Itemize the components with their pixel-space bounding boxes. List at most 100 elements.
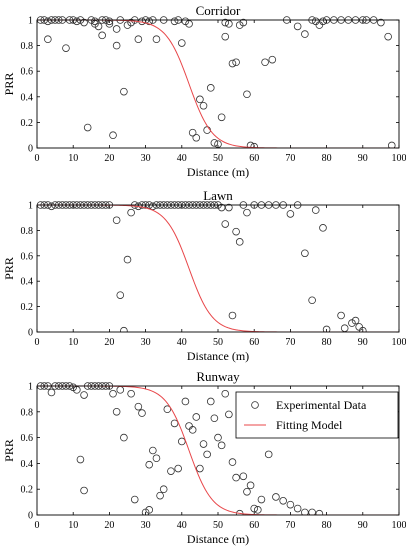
data-point: [301, 508, 309, 515]
data-point: [221, 389, 230, 398]
data-point: [221, 32, 230, 41]
data-point: [319, 224, 327, 232]
data-point: [170, 17, 179, 26]
axes-frame: [36, 19, 400, 149]
data-point: [192, 133, 201, 142]
data-point: [217, 113, 226, 122]
data-point: [73, 17, 81, 26]
data-point: [120, 326, 128, 332]
x-tick-label: 40: [177, 337, 187, 348]
x-tick-label: 70: [285, 520, 295, 531]
x-tick-label: 50: [213, 337, 223, 348]
data-point: [228, 59, 237, 68]
legend: Experimental Data Fitting Model: [235, 391, 399, 439]
y-tick-label: 0.6: [21, 251, 34, 262]
data-point: [286, 500, 295, 509]
chart-panel-corridor: Corridor 0 10 20 30 40 50 60 70 80 90 100 0 0.2 0.4 0.6…: [2, 3, 406, 179]
data-point: [384, 32, 392, 41]
data-point: [127, 208, 135, 217]
data-point: [355, 323, 363, 331]
y-tick-label: 0: [28, 328, 33, 339]
data-point: [210, 414, 219, 423]
data-point: [217, 441, 226, 450]
data-point: [279, 497, 287, 505]
data-point: [203, 450, 211, 459]
x-axis-label: Distance (m): [187, 165, 249, 179]
x-tick-label: 90: [358, 153, 368, 164]
data-point: [387, 141, 396, 148]
data-point: [228, 311, 237, 320]
x-tick-label: 70: [285, 337, 295, 348]
x-tick-label: 10: [68, 337, 78, 348]
x-tick-label: 80: [322, 337, 332, 348]
data-point: [199, 101, 208, 110]
data-point: [235, 238, 244, 246]
y-tick-label: 0.2: [21, 302, 34, 313]
x-tick-label: 100: [392, 153, 406, 164]
data-point: [315, 509, 324, 515]
data-point: [47, 388, 56, 397]
chart-title: Runway: [196, 369, 240, 384]
data-point: [134, 402, 143, 411]
data-point: [178, 437, 186, 446]
data-point: [225, 410, 233, 419]
x-tick-label: 40: [177, 520, 187, 531]
data-point: [232, 58, 240, 67]
x-tick-label: 50: [213, 520, 223, 531]
data-point: [91, 17, 99, 26]
chart-title: Corridor: [196, 3, 241, 18]
data-point: [188, 426, 197, 434]
data-point: [340, 324, 349, 332]
data-point: [308, 508, 316, 515]
y-tick-label: 0.6: [21, 67, 34, 78]
data-point: [105, 17, 114, 26]
data-point: [44, 35, 52, 43]
x-tick-label: 30: [141, 337, 151, 348]
data-point: [112, 25, 121, 33]
x-tick-label: 60: [249, 520, 259, 531]
data-point: [225, 203, 233, 212]
data-point: [76, 455, 85, 464]
data-point: [112, 41, 121, 50]
data-point: [337, 311, 345, 320]
y-tick-label: 1: [28, 201, 33, 212]
data-point: [159, 485, 168, 494]
data-point: [319, 17, 327, 26]
data-point: [257, 495, 266, 504]
data-point: [109, 389, 117, 398]
legend-entry-label: Fitting Model: [276, 418, 343, 432]
x-tick-label: 50: [213, 153, 223, 164]
x-tick-label: 20: [104, 520, 114, 531]
data-point: [264, 450, 273, 459]
data-point: [311, 206, 320, 214]
data-point: [138, 409, 146, 417]
data-point: [232, 473, 240, 482]
y-axis-label: PRR: [2, 257, 16, 280]
x-tick-label: 70: [285, 153, 295, 164]
data-point: [268, 55, 277, 64]
data-point: [308, 296, 316, 305]
y-tick-label: 1: [28, 382, 33, 393]
x-tick-label: 80: [322, 153, 332, 164]
y-axis-label: PRR: [2, 73, 16, 96]
x-tick-label: 40: [177, 153, 187, 164]
data-point: [112, 216, 121, 225]
data-point: [185, 422, 193, 430]
data-point: [127, 389, 135, 398]
y-tick-label: 0.8: [21, 41, 34, 52]
data-point: [206, 397, 215, 406]
chart-title: Lawn: [203, 188, 233, 203]
data-point: [188, 128, 197, 137]
data-point: [120, 87, 128, 96]
legend-entry-label: Experimental Data: [276, 398, 367, 412]
data-point: [123, 255, 132, 264]
data-point: [149, 202, 157, 211]
y-tick-label: 0.2: [21, 485, 34, 496]
data-point: [181, 397, 190, 406]
x-tick-label: 100: [392, 337, 406, 348]
legend-box: [235, 391, 399, 439]
data-point: [196, 464, 204, 473]
data-point: [199, 440, 208, 448]
x-tick-label: 10: [68, 153, 78, 164]
